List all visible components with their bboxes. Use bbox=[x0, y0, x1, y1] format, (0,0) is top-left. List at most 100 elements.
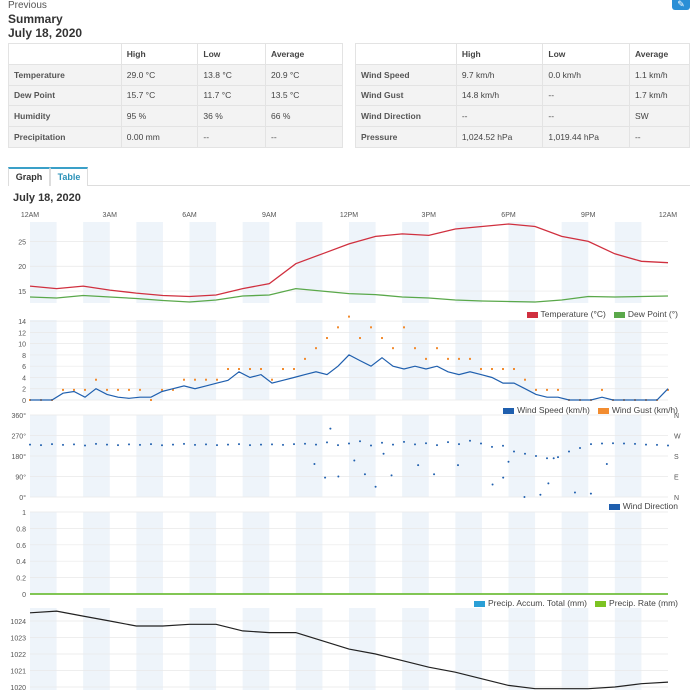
wind-gust-point bbox=[337, 326, 339, 329]
time-band bbox=[242, 512, 270, 594]
wind-gust-point bbox=[425, 357, 427, 360]
table-cell: 14.8 km/h bbox=[455, 84, 544, 107]
wind-gust-point bbox=[370, 326, 372, 329]
time-band bbox=[295, 320, 323, 400]
time-band bbox=[189, 608, 217, 690]
table-cell: -- bbox=[542, 84, 630, 107]
wind-direction-point bbox=[573, 491, 576, 494]
time-band bbox=[614, 512, 642, 594]
y-tick-label: 1 bbox=[22, 510, 26, 517]
tab-graph[interactable]: Graph bbox=[8, 167, 50, 186]
table-cell: -- bbox=[265, 126, 343, 148]
tab-table[interactable]: Table bbox=[50, 167, 88, 186]
wind-gust-point bbox=[348, 315, 350, 318]
wind-direction-point bbox=[513, 450, 515, 453]
wind-direction-point bbox=[502, 476, 505, 479]
wind-direction-point bbox=[205, 443, 207, 446]
summary-table-left: High Low Average Temperature 29.0 °C 13.8 °C 2… bbox=[8, 43, 343, 148]
time-band bbox=[83, 608, 110, 690]
wind-gust-point bbox=[95, 378, 97, 381]
y-tick-label: 1022 bbox=[10, 652, 26, 659]
legend-wind[interactable]: Wind Speed (km/h) Wind Gust (km/h) bbox=[503, 405, 678, 415]
table-cell: 1.7 km/h bbox=[628, 84, 691, 107]
y-tick-label: 8 bbox=[22, 353, 26, 360]
y-tick-label: 360° bbox=[12, 412, 27, 420]
y-tick-label: 25 bbox=[18, 239, 26, 246]
row-label: Dew Point bbox=[8, 84, 122, 107]
y-tick-label: 180° bbox=[12, 453, 27, 461]
wind-direction-point bbox=[539, 493, 542, 496]
legend-precip[interactable]: Precip. Accum. Total (mm) Precip. Rate (… bbox=[473, 598, 678, 608]
wind-direction-point bbox=[271, 443, 273, 446]
wind-direction-point bbox=[645, 443, 647, 446]
y-tick-label: 1023 bbox=[10, 636, 26, 643]
wind-direction-point bbox=[359, 440, 361, 443]
x-tick-label: 9PM bbox=[581, 212, 596, 219]
wind-gust-point bbox=[183, 378, 185, 381]
wind-gust-point bbox=[62, 388, 64, 391]
wind-gust-point bbox=[667, 388, 669, 391]
y-tick-label: 0.6 bbox=[16, 543, 26, 550]
y-tick-label: 90° bbox=[15, 474, 26, 482]
wind-gust-point bbox=[293, 368, 295, 371]
legend-item-wind-direction[interactable]: Wind Direction bbox=[608, 501, 678, 511]
row-label: Pressure bbox=[355, 126, 457, 148]
wind-gust-point bbox=[436, 347, 438, 350]
page-title: Summary bbox=[8, 12, 63, 26]
time-band bbox=[295, 512, 323, 594]
wind-direction-point bbox=[40, 444, 42, 447]
edit-button[interactable]: ✎ bbox=[672, 0, 690, 10]
view-tabs: Graph Table bbox=[8, 167, 690, 186]
wind-direction-point bbox=[425, 442, 427, 445]
time-band bbox=[455, 320, 482, 400]
table-row: Precipitation 0.00 mm -- -- bbox=[8, 126, 343, 148]
legend-item-wind-speed[interactable]: Wind Speed (km/h) bbox=[503, 405, 590, 415]
legend-item-precip-rate[interactable]: Precip. Rate (mm) bbox=[595, 598, 678, 608]
time-band bbox=[508, 320, 536, 400]
time-band bbox=[455, 608, 482, 690]
wind-gust-point bbox=[502, 368, 504, 371]
legend-item-dew-point[interactable]: Dew Point (°) bbox=[613, 309, 678, 319]
x-tick-label: 9AM bbox=[262, 212, 277, 219]
y-tick-label: 15 bbox=[18, 289, 26, 296]
time-band bbox=[561, 222, 589, 303]
wind-direction-point bbox=[634, 442, 636, 445]
legend-item-precip-accum[interactable]: Precip. Accum. Total (mm) bbox=[473, 598, 587, 608]
table-cell: 15.7 °C bbox=[120, 84, 199, 107]
legend-item-wind-gust[interactable]: Wind Gust (km/h) bbox=[597, 405, 678, 415]
y-tick-label: 6 bbox=[22, 364, 26, 371]
time-band bbox=[30, 320, 57, 400]
wind-gust-point bbox=[403, 326, 405, 329]
table-row: Wind Speed 9.7 km/h 0.0 km/h 1.1 km/h bbox=[355, 63, 691, 86]
time-band bbox=[136, 512, 163, 594]
table-row: Wind Direction -- -- SW bbox=[355, 105, 691, 128]
wind-direction-point bbox=[507, 460, 510, 463]
pressure-line bbox=[29, 610, 669, 690]
wind-gust-point bbox=[524, 378, 526, 381]
y-tick-label-right: S bbox=[674, 454, 679, 461]
column-header: High bbox=[120, 43, 199, 65]
x-tick-label: 12PM bbox=[340, 212, 358, 219]
wind-direction-point bbox=[73, 443, 75, 446]
pencil-icon: ✎ bbox=[677, 0, 685, 9]
wind-direction-point bbox=[95, 442, 97, 445]
wind-direction-point bbox=[480, 442, 482, 445]
table-row: Dew Point 15.7 °C 11.7 °C 13.5 °C bbox=[8, 84, 343, 107]
wind-gust-point bbox=[546, 388, 548, 391]
wind-direction-point bbox=[447, 441, 449, 444]
wind-gust-point bbox=[238, 368, 240, 371]
wind-direction-point bbox=[106, 443, 108, 446]
y-tick-label-right: N bbox=[674, 413, 679, 420]
wind-gust-point bbox=[557, 388, 559, 391]
wind-direction-point bbox=[293, 443, 295, 446]
time-band bbox=[402, 512, 429, 594]
legend-item-temperature[interactable]: Temperature (°C) bbox=[526, 309, 606, 319]
previous-link[interactable]: Previous bbox=[8, 0, 47, 11]
wind-direction-point bbox=[458, 443, 460, 446]
wind-direction-point bbox=[282, 443, 284, 446]
wind-direction-point bbox=[84, 444, 86, 447]
wind-direction-point bbox=[403, 440, 405, 443]
legend-temperature[interactable]: Temperature (°C) Dew Point (°) bbox=[526, 309, 678, 319]
wind-gust-point bbox=[513, 368, 515, 371]
legend-direction[interactable]: Wind Direction bbox=[608, 501, 678, 511]
